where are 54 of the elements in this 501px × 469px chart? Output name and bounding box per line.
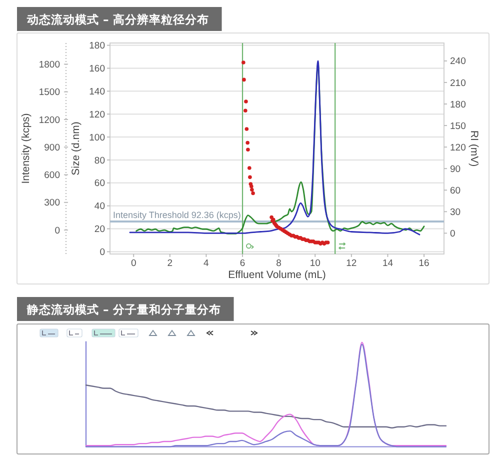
y-tick-label: 180 (89, 40, 105, 52)
y-tick-label: 140 (89, 86, 105, 98)
y-tick-label: 160 (89, 64, 105, 75)
x-tick-label: 2 (167, 258, 173, 269)
x-tick-label: 10 (310, 258, 320, 269)
y2-axis-title: RI (mV) (468, 130, 480, 167)
x-tick-label: 6 (240, 258, 246, 269)
y2-tick-label: 90 (450, 164, 461, 175)
point (248, 175, 252, 180)
y2-tick-label: 60 (450, 185, 461, 196)
point (248, 166, 252, 170)
x-tick-label: 0 (130, 258, 136, 269)
point (246, 148, 250, 152)
y2-tick-label: 120 (450, 142, 466, 154)
y2-tick-label: 210 (450, 78, 466, 89)
y3-tick-label: 900 (44, 142, 60, 154)
y2-tick-label: 180 (450, 99, 466, 110)
y2-tick-label: 240 (450, 56, 466, 68)
y2-tick-label: 150 (450, 120, 466, 132)
x-tick-label: 14 (382, 258, 394, 269)
point (250, 188, 254, 192)
y-tick-label: 0 (100, 247, 105, 258)
y2-tick-label: 0 (450, 228, 456, 240)
x-tick-label: 12 (346, 258, 357, 269)
y-tick-label: 40 (94, 201, 105, 212)
x-tick-label: 4 (204, 258, 209, 269)
y-tick-label: 60 (94, 178, 105, 190)
point (244, 127, 249, 131)
y2-tick-label: 30 (450, 206, 461, 218)
x-tick-label: 8 (276, 258, 282, 269)
point (244, 100, 248, 104)
point (244, 108, 248, 113)
y3-tick-label: 600 (44, 170, 60, 182)
y-tick-label: 20 (94, 224, 105, 236)
y3-tick-label: 0 (54, 225, 60, 236)
y-tick-label: 120 (89, 109, 105, 120)
y-tick-label: 80 (94, 155, 105, 166)
point (246, 140, 250, 145)
y-axis-title: Size (d.nm) (70, 122, 82, 176)
point (242, 60, 246, 64)
y-tick-label: 100 (89, 132, 105, 144)
point (251, 191, 255, 196)
chart-title: 动态流动模式 – 高分辨率粒径分布 (26, 12, 209, 26)
y3-tick-label: 300 (44, 198, 60, 209)
ref-line-label: Intensity Threshold 92.36 (kcps) (113, 210, 241, 220)
point (250, 184, 254, 188)
point (242, 78, 246, 82)
x-axis-title: Effluent Volume (mL) (228, 269, 326, 281)
y3-tick-label: 1500 (38, 87, 60, 98)
y3-tick-label: 1800 (38, 59, 60, 70)
y3-tick-label: 1200 (38, 114, 60, 126)
x-tick-label: 16 (418, 258, 430, 269)
y3-axis-title: Intensity (kcps) (20, 113, 32, 184)
chart-title: 静态流动模式 – 分子量和分子量分布 (26, 302, 221, 316)
